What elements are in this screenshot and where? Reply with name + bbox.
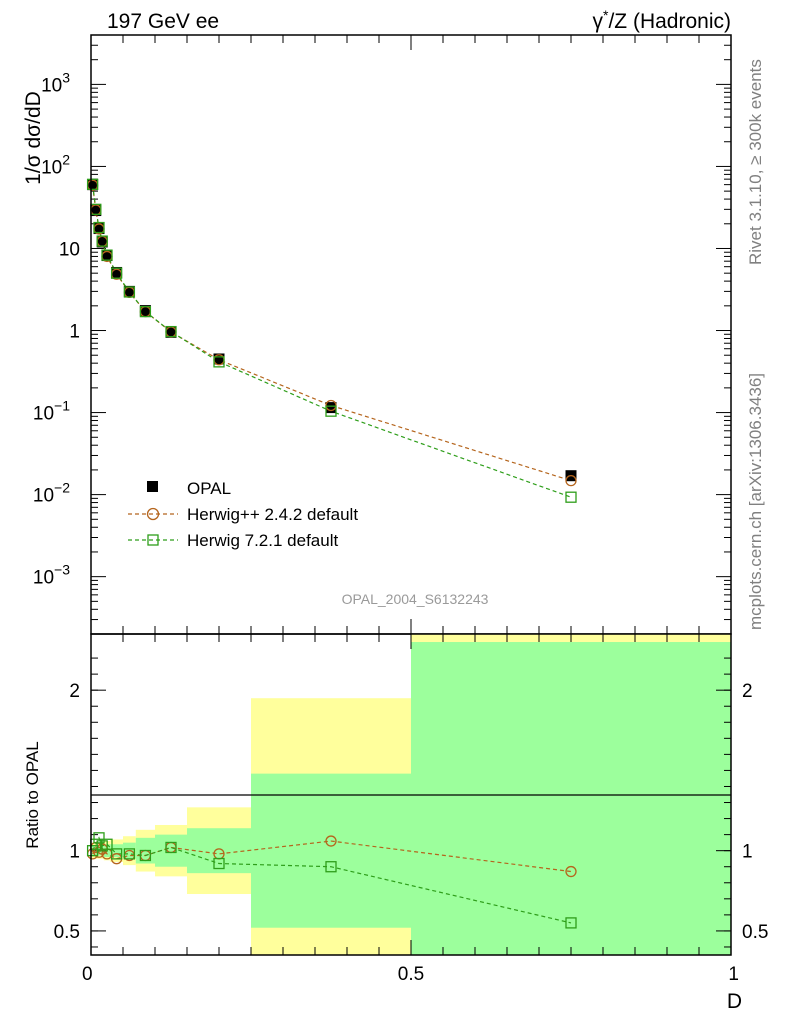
opal-data-point xyxy=(90,205,102,217)
ratio-herwig7-point xyxy=(213,857,225,870)
y-tick-base: 10 xyxy=(59,239,80,260)
y-tick-exponent: −1 xyxy=(54,398,70,414)
ratio-y-tick-label-right: 1 xyxy=(742,842,753,863)
ratio-herwigpp-point xyxy=(325,835,337,847)
herwig7-point xyxy=(93,221,105,234)
herwig7-point xyxy=(110,267,123,279)
header-left: 197 GeV ee xyxy=(107,10,219,33)
ratio-y-tick-label-left: 0.5 xyxy=(54,922,80,943)
opal-data-point xyxy=(325,402,337,414)
inner-uncertainty-band xyxy=(187,828,251,874)
y-tick-exponent: 3 xyxy=(62,69,70,85)
herwig7-point xyxy=(565,491,577,503)
series-line-herwig7 xyxy=(92,184,572,498)
opal-data-point xyxy=(213,353,225,365)
herwig7-point xyxy=(86,178,99,190)
y-tick-label: 10−1 xyxy=(33,398,70,425)
series-line-herwigpp xyxy=(92,185,572,482)
ratio-herwig7-point xyxy=(139,849,152,862)
y-tick-exponent: −3 xyxy=(54,562,70,578)
ratio-frame xyxy=(90,633,732,956)
opal-data-point xyxy=(165,326,177,338)
y-tick-label: 103 xyxy=(41,69,70,96)
ratio-y-tick-label-left: 2 xyxy=(69,681,80,702)
ratio-herwigpp-point xyxy=(93,846,105,858)
y-tick-label: 10−3 xyxy=(33,562,70,589)
ratio-herwigpp-point xyxy=(565,865,577,878)
ratio-herwig7-point xyxy=(93,832,105,844)
opal-data-point xyxy=(123,285,135,297)
y-tick-base: 1 xyxy=(69,322,80,343)
legend-herwig7-label: Herwig 7.2.1 default xyxy=(187,531,338,550)
y-tick-label: 102 xyxy=(41,151,70,178)
x-tick-label: 0.5 xyxy=(398,964,424,985)
herwig7-point xyxy=(165,325,177,338)
x-tick-label: 0 xyxy=(82,964,93,985)
legend-herwigpp-marker xyxy=(146,507,160,521)
opal-data-point xyxy=(87,179,99,191)
ratio-herwig7-point xyxy=(110,848,123,860)
main-series-markers xyxy=(86,178,577,503)
opal-data-point xyxy=(111,266,123,278)
herwig7-point xyxy=(96,235,108,247)
herwigpp-point xyxy=(565,474,577,487)
y-tick-base: 10 xyxy=(33,486,54,507)
legend-herwigpp-label: Herwig++ 2.4.2 default xyxy=(187,505,358,524)
y-tick-exponent: −2 xyxy=(54,480,70,496)
ratio-uncertainty-bands xyxy=(91,634,731,955)
legend-opal-marker xyxy=(147,481,158,492)
x-tick-label: 1 xyxy=(728,964,739,985)
ratio-herwig7-point xyxy=(325,861,337,873)
ratio-ylabel: Ratio to OPAL xyxy=(23,741,42,848)
inner-uncertainty-band xyxy=(411,642,731,955)
legend-opal-label: OPAL xyxy=(187,479,231,498)
main-ylabel: 1/σ dσ/dD xyxy=(22,91,45,185)
y-tick-base: 10 xyxy=(41,157,62,178)
y-tick-base: 10 xyxy=(41,75,62,96)
rivet-label: Rivet 3.1.10, ≥ 300k events xyxy=(746,59,765,265)
y-tick-label: 1 xyxy=(69,322,80,343)
y-tick-base: 10 xyxy=(33,404,54,425)
herwig7-point xyxy=(123,286,136,298)
ratio-herwig7-point xyxy=(565,917,577,929)
opal-data-point xyxy=(101,250,113,262)
herwig7-point xyxy=(139,305,152,318)
legend: OPAL Herwig++ 2.4.2 default Herwig 7.2.1… xyxy=(128,479,358,550)
opal-data-point xyxy=(93,223,105,235)
ratio-y-tick-label-left: 1 xyxy=(69,842,80,863)
inner-uncertainty-band xyxy=(251,773,411,928)
main-series-lines xyxy=(92,184,572,498)
herwig7-point xyxy=(213,356,225,368)
header-right: γ*/Z (Hadronic) xyxy=(593,7,731,33)
header-star: * xyxy=(603,7,609,23)
ratio-y-tick-label-right: 2 xyxy=(742,681,753,702)
ratio-herwig7-point xyxy=(165,841,177,854)
y-tick-label: 10−2 xyxy=(33,480,70,507)
ratio-series-markers xyxy=(86,832,577,929)
ratio-herwig7-point xyxy=(101,838,113,850)
mcplots-label: mcplots.cern.ch [arXiv:1306.3436] xyxy=(746,373,765,630)
legend-herwig7-marker xyxy=(147,534,159,546)
opal-data-point xyxy=(139,305,151,317)
analysis-watermark: OPAL_2004_S6132243 xyxy=(342,591,489,607)
x-axis-label: D xyxy=(727,990,742,1013)
header-rest: /Z (Hadronic) xyxy=(608,10,731,33)
herwig7-point xyxy=(325,405,337,417)
y-tick-exponent: 2 xyxy=(62,151,70,167)
herwigpp-point xyxy=(325,399,337,412)
herwig7-point xyxy=(101,249,113,261)
ratio-axis-ticks: 0.5 0.51 12 20 0.5 1 xyxy=(54,634,768,985)
y-tick-base: 10 xyxy=(33,568,54,589)
opal-data-point xyxy=(96,236,108,248)
y-tick-label: 10 xyxy=(59,239,80,260)
ratio-herwig7-point xyxy=(123,848,136,860)
header-gamma: γ xyxy=(593,10,604,33)
ratio-panel: 0.5 0.51 12 20 0.5 1 Ratio to OPAL D xyxy=(23,633,768,1013)
ratio-y-tick-label-right: 0.5 xyxy=(742,922,768,943)
